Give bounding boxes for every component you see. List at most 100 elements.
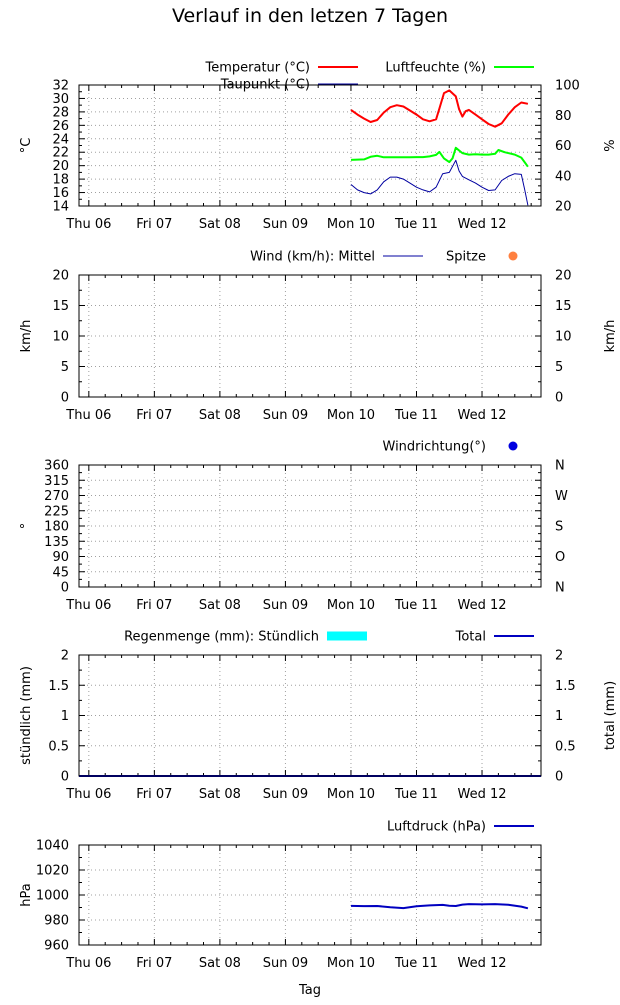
y-tick-label: 980 (44, 914, 69, 929)
x-tick-label: Wed 12 (458, 787, 507, 802)
y-right-tick-label: 10 (555, 330, 572, 345)
x-tick-label: Fri 07 (136, 956, 172, 971)
legend-label: Temperatur (°C) (205, 61, 311, 76)
y-right-tick-label: 15 (555, 299, 572, 314)
y-axis-label: °C (19, 138, 34, 154)
y-right-tick-label: 0 (555, 391, 563, 406)
series-line (350, 89, 529, 128)
x-tick-label: Tue 11 (394, 787, 438, 802)
x-tick-label: Mon 10 (327, 217, 375, 232)
legend-marker (508, 251, 518, 261)
legend-label: Total (455, 630, 486, 645)
legend-label: Regenmenge (mm): Stündlich (124, 630, 319, 645)
y-right-tick-label: W (555, 489, 568, 504)
y-tick-label: 15 (52, 299, 69, 314)
y-tick-label: 315 (44, 474, 69, 489)
x-tick-label: Sat 08 (199, 956, 241, 971)
y-tick-label: 22 (52, 146, 69, 161)
legend-label: Taupunkt (°C) (220, 78, 310, 93)
y-right-tick-label: 60 (555, 139, 572, 154)
x-tick-label: Sun 09 (263, 408, 308, 423)
series-line (350, 903, 529, 910)
x-tick-label: Thu 06 (65, 956, 111, 971)
legend-marker (508, 441, 518, 451)
x-tick-label: Fri 07 (136, 408, 172, 423)
x-tick-label: Mon 10 (327, 408, 375, 423)
y-right-tick-label: 80 (555, 109, 572, 124)
wind-chart: 0 5 10 15 20 0 5 10 15 20 Thu 06 Fri 07 Sat 08 Sun 09… (19, 250, 618, 424)
y-tick-label: 1000 (36, 889, 69, 904)
x-tick-label: Sat 08 (199, 598, 241, 613)
x-tick-label: Fri 07 (136, 598, 172, 613)
x-axis-label: Tag (298, 983, 321, 998)
y-tick-label: 1040 (36, 839, 69, 854)
y-axis-label-right: km/h (603, 320, 618, 353)
x-tick-label: Fri 07 (136, 217, 172, 232)
y-tick-label: 0 (61, 770, 69, 785)
y-right-tick-label: 40 (555, 169, 572, 184)
y-tick-label: 26 (52, 119, 69, 134)
y-tick-label: 0 (61, 581, 69, 596)
y-axis-label: km/h (19, 320, 34, 353)
x-tick-label: Mon 10 (327, 956, 375, 971)
pressure-chart: 960 980 1000 1020 1040 Thu 06 Fri 07 Sat 08 Sun … (19, 820, 542, 971)
x-tick-label: Tue 11 (394, 956, 438, 971)
rain-chart: 0 0.5 1 1.5 2 0 0.5 1 1.5 2 Thu 06 Fri 07 Sat 08 Sun … (19, 630, 618, 803)
y-tick-label: 225 (44, 504, 69, 519)
y-axis-label: hPa (19, 883, 34, 906)
x-tick-label: Tue 11 (394, 217, 438, 232)
series-line (350, 159, 529, 206)
y-tick-label: 20 (52, 269, 69, 284)
y-tick-label: 5 (61, 360, 69, 375)
y-tick-label: 270 (44, 489, 69, 504)
x-tick-label: Sun 09 (263, 956, 308, 971)
y-tick-label: 2 (61, 649, 69, 664)
y-axis-label: stündlich (mm) (19, 666, 34, 765)
legend-label: Wind (km/h): Mittel (250, 250, 375, 265)
y-tick-label: 20 (52, 159, 69, 174)
y-tick-label: 32 (52, 79, 69, 94)
x-tick-label: Sun 09 (263, 217, 308, 232)
y-tick-label: 30 (52, 92, 69, 107)
y-axis-label-right: total (mm) (603, 681, 618, 750)
y-tick-label: 16 (52, 186, 69, 201)
y-right-tick-label: 20 (555, 200, 572, 215)
y-tick-label: 14 (52, 200, 69, 215)
x-tick-label: Thu 06 (65, 787, 111, 802)
y-right-tick-label: 0 (555, 770, 563, 785)
y-right-tick-label: N (555, 581, 565, 596)
plot-frame (78, 844, 542, 946)
x-tick-label: Wed 12 (458, 217, 507, 232)
legend-label: Windrichtung(°) (383, 440, 487, 455)
y-tick-label: 180 (44, 520, 69, 535)
y-tick-label: 45 (52, 565, 69, 580)
y-tick-label: 0.5 (48, 739, 69, 754)
x-tick-label: Thu 06 (65, 598, 111, 613)
x-tick-label: Thu 06 (65, 217, 111, 232)
plot-frame (78, 84, 542, 207)
x-tick-label: Sat 08 (199, 787, 241, 802)
x-tick-label: Tue 11 (394, 408, 438, 423)
y-right-tick-label: 2 (555, 649, 563, 664)
x-tick-label: Sat 08 (199, 217, 241, 232)
y-tick-label: 18 (52, 173, 69, 188)
y-tick-label: 28 (52, 105, 69, 120)
x-tick-label: Sun 09 (263, 598, 308, 613)
y-right-tick-label: N (555, 459, 565, 474)
x-tick-label: Wed 12 (458, 408, 507, 423)
x-tick-label: Mon 10 (327, 787, 375, 802)
page-title: Verlauf in den letzen 7 Tagen (172, 5, 448, 27)
x-tick-label: Wed 12 (458, 956, 507, 971)
x-tick-label: Fri 07 (136, 787, 172, 802)
x-tick-label: Sun 09 (263, 787, 308, 802)
y-tick-label: 24 (52, 132, 69, 147)
y-tick-label: 90 (52, 550, 69, 565)
x-tick-label: Mon 10 (327, 598, 375, 613)
y-right-tick-label: O (555, 550, 565, 565)
y-tick-label: 135 (44, 535, 69, 550)
y-axis-label: ° (19, 523, 34, 530)
y-tick-label: 360 (44, 459, 69, 474)
